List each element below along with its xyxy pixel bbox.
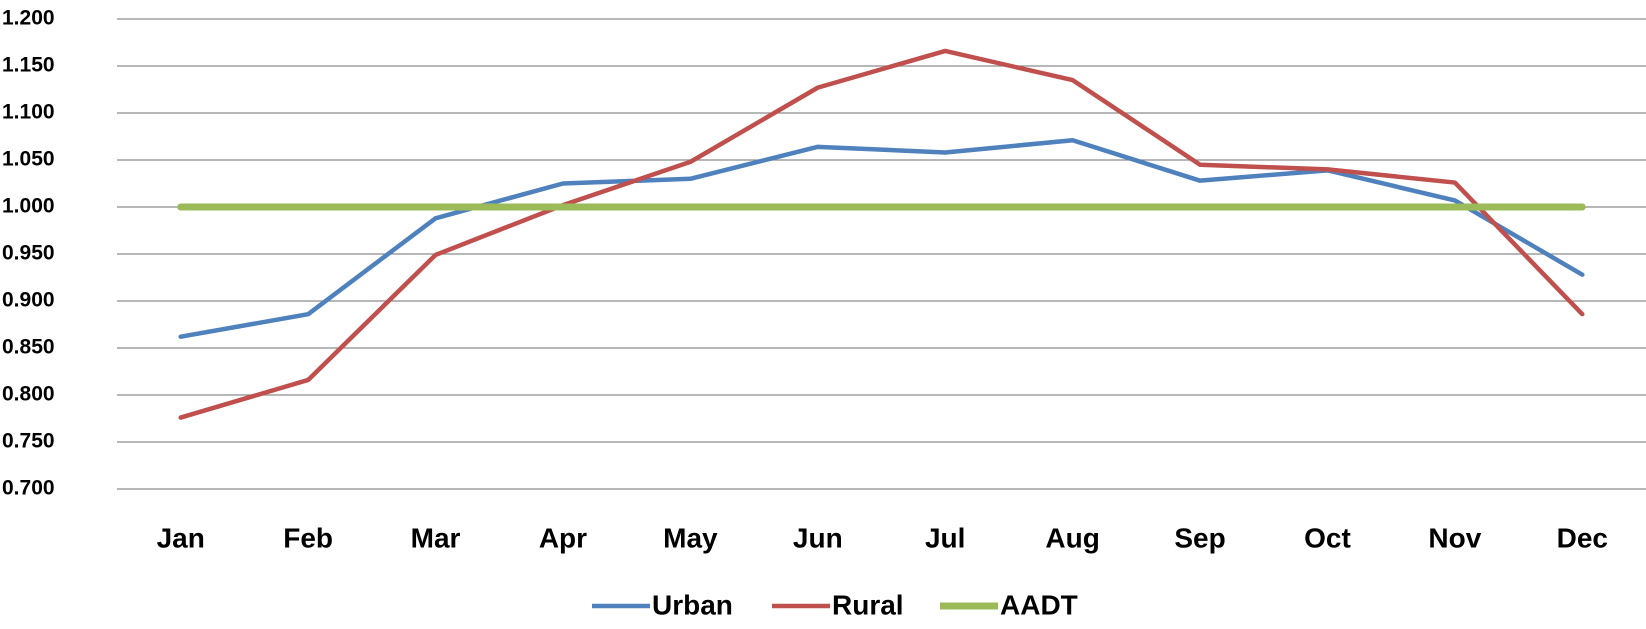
legend-label: AADT xyxy=(1000,589,1078,620)
x-tick-label: Aug xyxy=(1045,522,1099,553)
x-tick-label: Nov xyxy=(1428,522,1481,553)
line-series xyxy=(178,48,1585,420)
x-tick-label: Apr xyxy=(539,522,587,553)
x-tick-label: Jul xyxy=(925,522,965,553)
y-tick-label: 0.700 xyxy=(2,477,55,500)
x-tick-label: Mar xyxy=(411,522,461,553)
line-series xyxy=(178,138,1585,339)
y-tick-label: 1.050 xyxy=(2,148,55,171)
y-tick-label: 1.200 xyxy=(2,7,55,30)
y-tick-label: 0.900 xyxy=(2,289,55,312)
x-tick-label: May xyxy=(663,522,718,553)
legend-label: Urban xyxy=(652,589,733,620)
y-tick-label: 0.850 xyxy=(2,336,55,359)
y-tick-label: 0.950 xyxy=(2,242,55,265)
y-tick-label: 1.150 xyxy=(2,54,55,77)
x-tick-label: Oct xyxy=(1304,522,1351,553)
y-tick-label: 0.800 xyxy=(2,383,55,406)
y-tick-label: 1.100 xyxy=(2,101,55,124)
legend-label: Rural xyxy=(832,589,904,620)
x-tick-label: Jun xyxy=(793,522,843,553)
x-tick-label: Dec xyxy=(1557,522,1608,553)
x-tick-label: Jan xyxy=(157,522,205,553)
x-tick-label: Sep xyxy=(1174,522,1225,553)
x-tick-label: Feb xyxy=(283,522,333,553)
y-tick-label: 1.000 xyxy=(2,195,55,218)
y-tick-label: 0.750 xyxy=(2,430,55,453)
